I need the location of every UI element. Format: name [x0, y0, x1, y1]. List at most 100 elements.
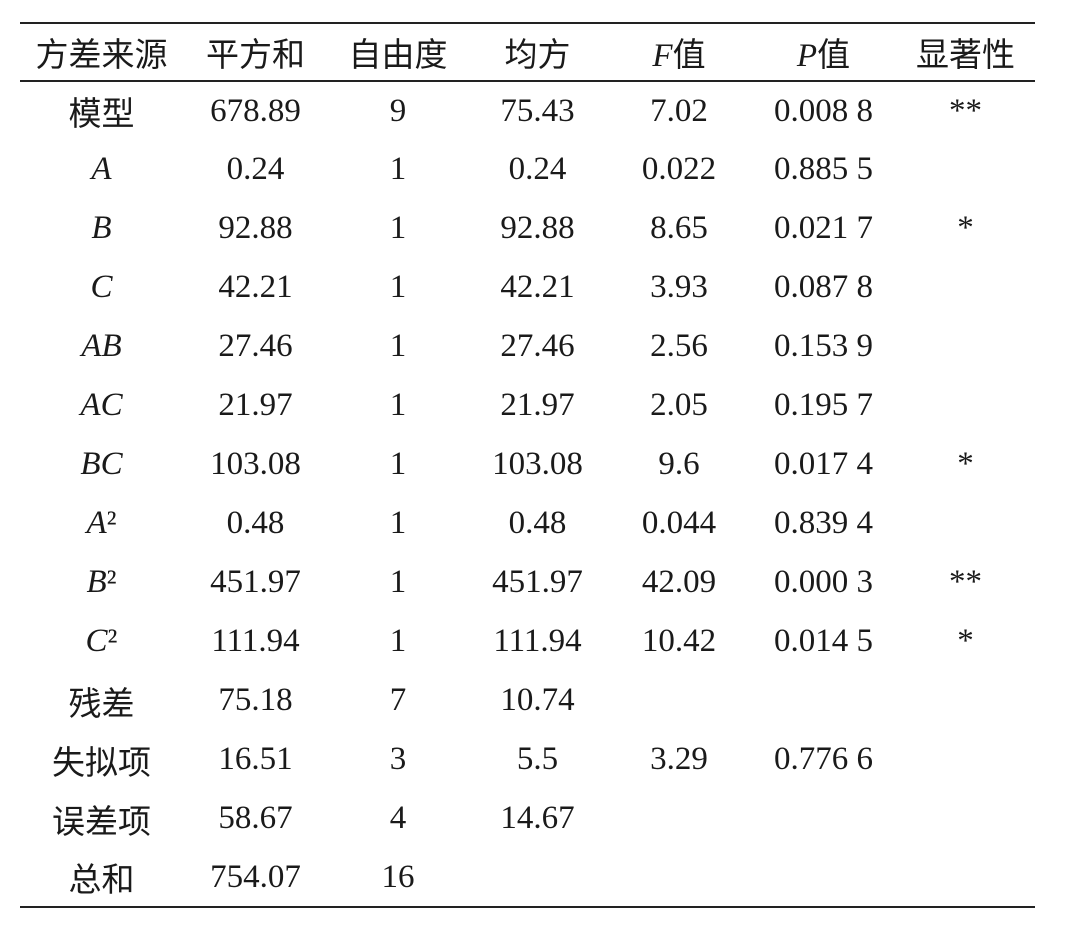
cell: C²	[85, 623, 118, 659]
cell: 0.48	[508, 505, 567, 541]
row: BC 103.08 1 103.08 9.6 0.017 4 *	[20, 435, 1035, 494]
cell: 0.48	[226, 505, 285, 541]
cell: 0.021 7	[774, 210, 873, 246]
cell: **	[949, 92, 982, 129]
header-cell: F值	[652, 38, 706, 74]
cell: 10.74	[500, 682, 575, 718]
cell: 451.97	[492, 564, 583, 600]
cell: 111.94	[493, 623, 582, 659]
row: B² 451.97 1 451.97 42.09 0.000 3 **	[20, 553, 1035, 612]
cell: B	[91, 210, 112, 246]
cell: 2.05	[650, 387, 708, 423]
cell: 16.51	[218, 741, 293, 777]
cell: 7	[389, 682, 407, 718]
cell: 3.93	[650, 269, 708, 305]
empty-cell	[896, 671, 1035, 730]
cell: 残差	[68, 686, 135, 723]
anova-table: 方差来源 平方和 自由度 均方 F值 P值 显著性 模型 678.89 9 75.43 7.02 0.…	[20, 22, 1035, 908]
row: 模型 678.89 9 75.43 7.02 0.008 8 **	[20, 81, 1035, 140]
cell: 42.21	[218, 269, 293, 305]
empty-cell	[896, 848, 1035, 907]
cell: 92.88	[218, 210, 293, 246]
cell: 误差项	[52, 804, 151, 841]
empty-cell	[896, 258, 1035, 317]
cell: 16	[381, 858, 415, 895]
cell: 0.044	[641, 505, 717, 541]
cell: 0.014 5	[774, 623, 873, 659]
cell: 0.000 3	[774, 564, 873, 600]
empty-cell	[896, 317, 1035, 376]
cell: 1	[389, 564, 407, 600]
cell: 1	[389, 269, 407, 305]
cell: 0.839 4	[774, 505, 873, 541]
row: C 42.21 1 42.21 3.93 0.087 8	[20, 258, 1035, 317]
cell: 42.09	[641, 564, 717, 600]
cell: 42.21	[500, 269, 575, 305]
cell: 92.88	[500, 210, 575, 246]
cell: BC	[80, 446, 123, 482]
row: 失拟项 16.51 3 5.5 3.29 0.776 6	[20, 730, 1035, 789]
cell: 0.153 9	[774, 328, 873, 364]
cell: 1	[389, 151, 407, 187]
header-cell: P值	[796, 38, 851, 74]
cell: 451.97	[210, 564, 301, 600]
cell: 0.087 8	[774, 269, 873, 305]
row: 总和 754.07 16	[20, 848, 1035, 907]
cell: 9	[389, 92, 407, 129]
empty-cell	[896, 140, 1035, 199]
cell: 总和	[68, 863, 135, 899]
cell: 21.97	[218, 387, 293, 423]
header-row: 方差来源 平方和 自由度 均方 F值 P值 显著性	[20, 23, 1035, 81]
cell: 678.89	[210, 92, 301, 129]
cell: 0.24	[226, 151, 285, 187]
cell: 0.776 6	[774, 741, 873, 777]
cell: 9.6	[658, 446, 700, 482]
empty-cell	[607, 789, 751, 848]
cell: 754.07	[210, 858, 301, 895]
cell: 1	[389, 387, 407, 423]
cell: 4	[389, 800, 407, 836]
cell: 1	[389, 328, 407, 364]
header-cell: 显著性	[916, 38, 1015, 74]
cell: 21.97	[500, 387, 575, 423]
row: 误差项 58.67 4 14.67	[20, 789, 1035, 848]
cell: 8.65	[650, 210, 708, 246]
cell: 0.24	[508, 151, 567, 187]
cell: 0.195 7	[774, 387, 873, 423]
empty-cell	[896, 376, 1035, 435]
cell: 1	[389, 505, 407, 541]
cell: 14.67	[500, 800, 575, 836]
row: A 0.24 1 0.24 0.022 0.885 5	[20, 140, 1035, 199]
cell: 5.5	[516, 741, 559, 777]
cell: 10.42	[641, 623, 717, 659]
header-cell: 方差来源	[35, 38, 168, 74]
cell: 58.67	[218, 800, 293, 836]
cell: 1	[389, 210, 407, 246]
cell: C	[90, 269, 113, 305]
empty-cell	[896, 494, 1035, 553]
row: 残差 75.18 7 10.74	[20, 671, 1035, 730]
cell: 75.18	[218, 682, 293, 718]
row: C² 111.94 1 111.94 10.42 0.014 5 *	[20, 612, 1035, 671]
empty-cell	[751, 671, 896, 730]
cell: 111.94	[211, 623, 300, 659]
cell: **	[949, 564, 982, 600]
cell: 0.022	[641, 151, 717, 187]
cell: 失拟项	[52, 745, 151, 782]
cell: 0.017 4	[774, 446, 873, 482]
row: B 92.88 1 92.88 8.65 0.021 7 *	[20, 199, 1035, 258]
row: AC 21.97 1 21.97 2.05 0.195 7	[20, 376, 1035, 435]
cell: AC	[80, 387, 123, 423]
header-cell: 自由度	[348, 38, 448, 74]
empty-cell	[468, 848, 607, 907]
cell: *	[957, 210, 974, 246]
cell: B²	[86, 564, 117, 600]
cell: 0.885 5	[774, 151, 873, 187]
cell: 3.29	[650, 741, 708, 777]
empty-cell	[607, 671, 751, 730]
empty-cell	[896, 730, 1035, 789]
cell: AB	[81, 328, 122, 364]
cell: 103.08	[492, 446, 583, 482]
cell: 1	[389, 623, 407, 659]
